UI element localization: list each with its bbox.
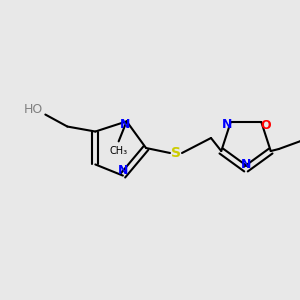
Text: N: N [241,158,251,170]
Text: HO: HO [24,103,43,116]
Text: O: O [260,119,271,133]
Text: N: N [118,164,128,177]
Text: N: N [119,118,130,131]
Text: N: N [221,118,232,131]
Text: S: S [171,146,181,160]
Text: CH₃: CH₃ [110,146,128,156]
